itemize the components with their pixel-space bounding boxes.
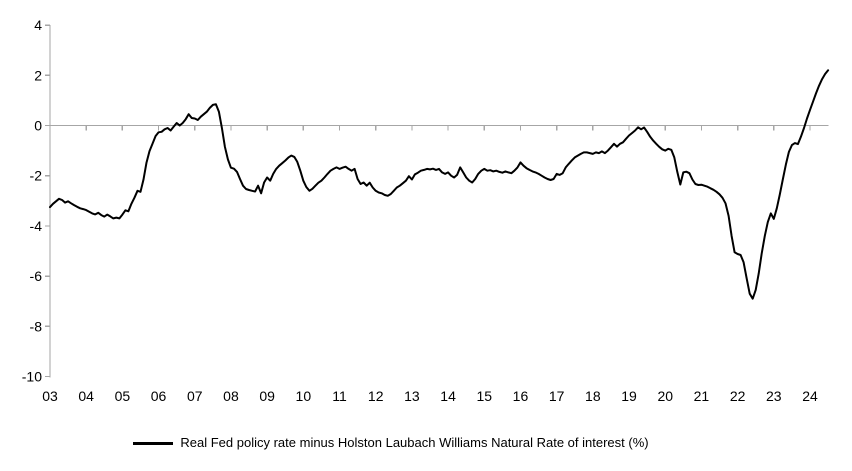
x-tick-label: 22 — [730, 388, 746, 404]
y-tick-label: -8 — [30, 318, 43, 334]
x-tick-label: 04 — [78, 388, 94, 404]
x-tick-label: 08 — [223, 388, 239, 404]
legend-label: Real Fed policy rate minus Holston Lauba… — [180, 435, 649, 450]
x-tick-label: 16 — [513, 388, 529, 404]
series-line — [49, 69, 830, 300]
x-tick-label: 21 — [694, 388, 710, 404]
x-tick-label: 09 — [259, 388, 275, 404]
x-tick-label: 15 — [476, 388, 492, 404]
x-tick-label: 06 — [151, 388, 167, 404]
x-tick-label: 18 — [585, 388, 601, 404]
y-tick-label: -2 — [30, 168, 43, 184]
x-tick-label: 11 — [332, 388, 347, 404]
x-tick-label: 05 — [115, 388, 131, 404]
x-tick-label: 17 — [549, 388, 565, 404]
x-tick-label: 19 — [621, 388, 637, 404]
x-tick-label: 20 — [657, 388, 673, 404]
y-tick-label: 2 — [34, 67, 42, 83]
y-tick-label: -4 — [30, 218, 43, 234]
y-tick-label: 0 — [34, 118, 42, 134]
y-tick-label: -6 — [30, 268, 43, 284]
y-tick-label: 4 — [34, 17, 42, 33]
x-tick-label: 10 — [296, 388, 312, 404]
x-tick-label: 24 — [802, 388, 818, 404]
x-tick-label: 03 — [42, 388, 58, 404]
x-tick-label: 23 — [766, 388, 782, 404]
x-tick-label: 14 — [440, 388, 456, 404]
x-tick-label: 12 — [368, 388, 384, 404]
y-tick-label: -10 — [22, 369, 42, 385]
x-tick-label: 07 — [187, 388, 203, 404]
legend-line-sample — [133, 441, 174, 445]
legend: Real Fed policy rate minus Holston Lauba… — [0, 432, 852, 454]
x-tick-label: 13 — [404, 388, 420, 404]
